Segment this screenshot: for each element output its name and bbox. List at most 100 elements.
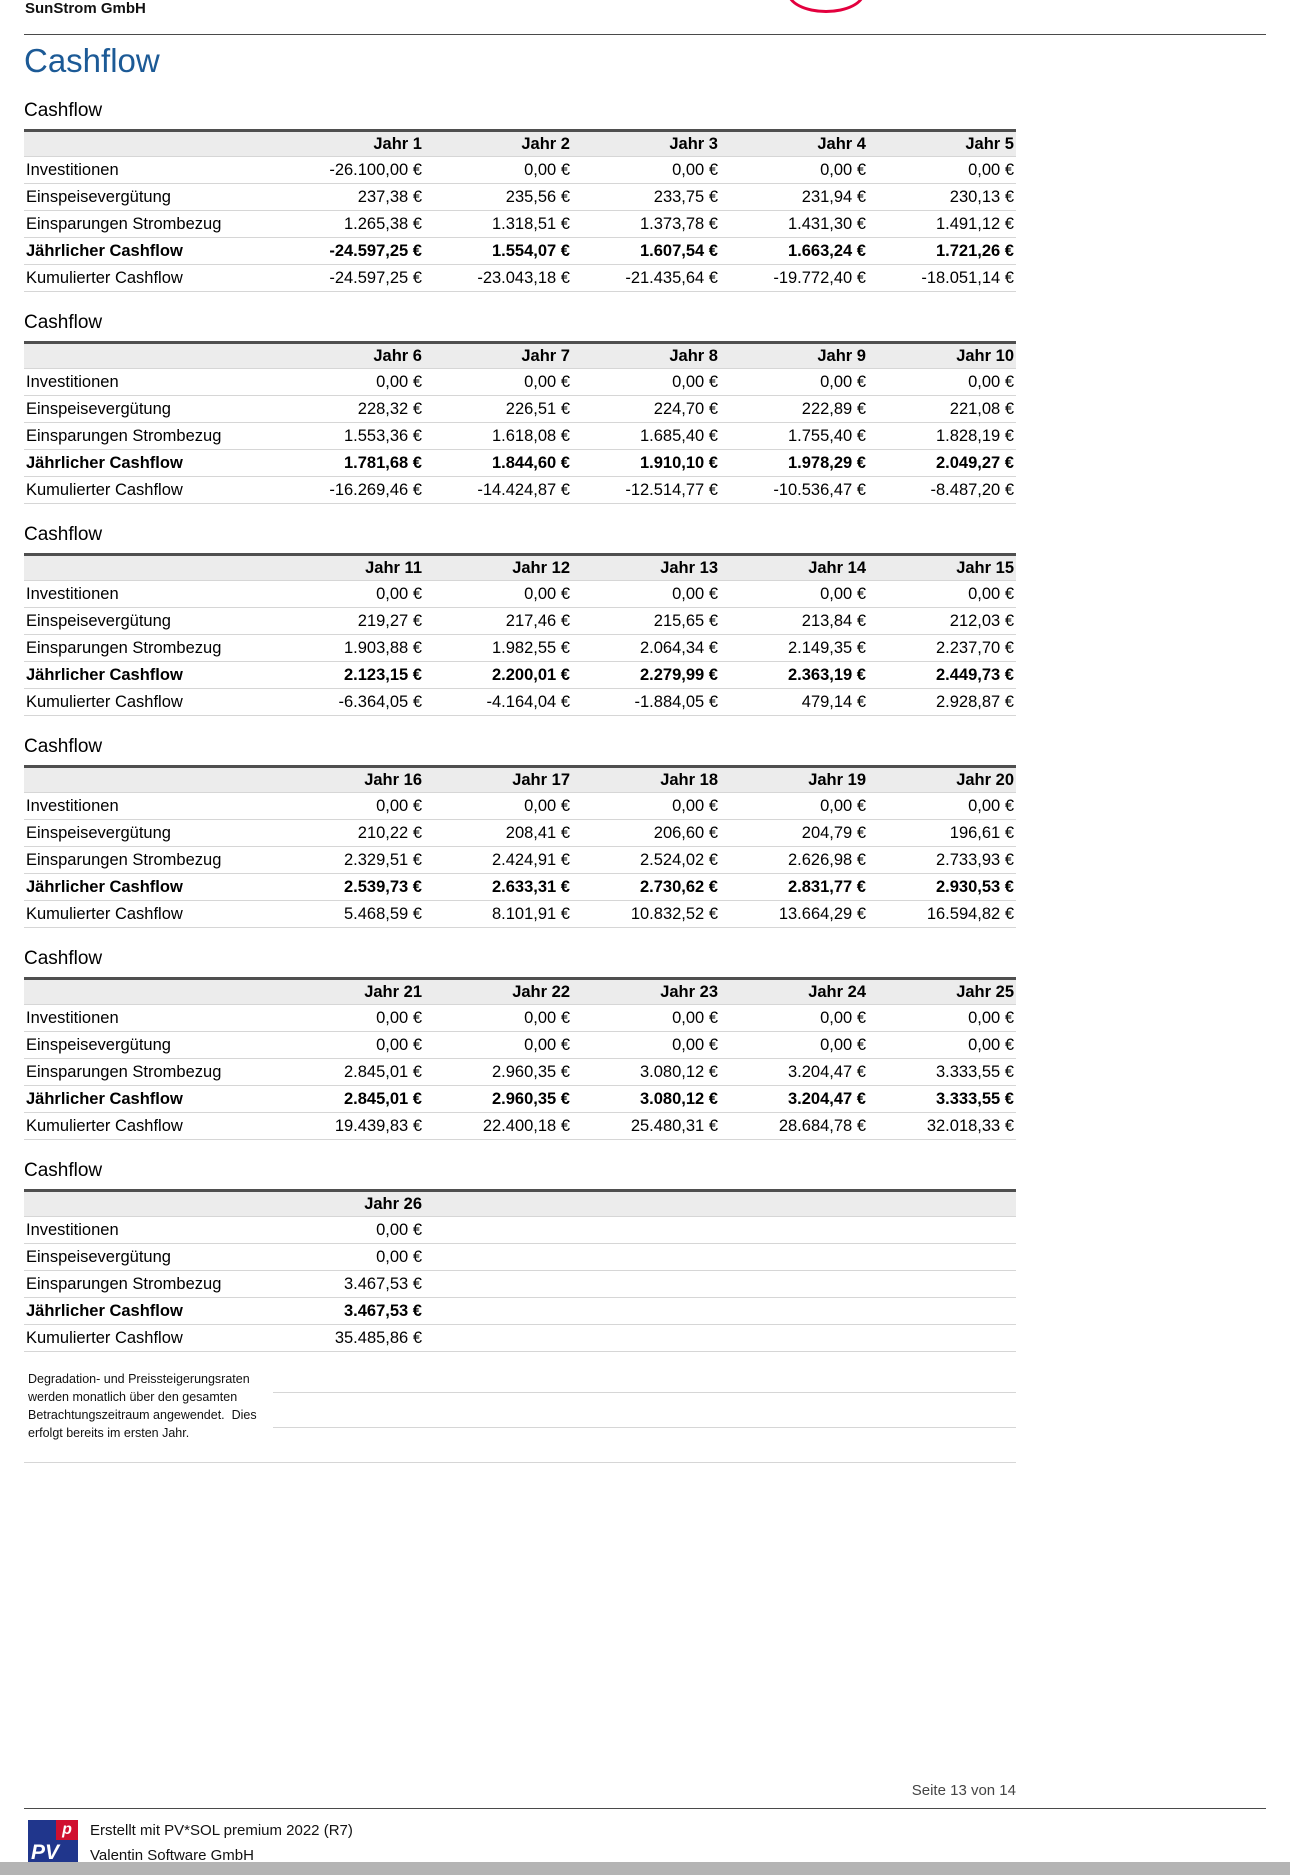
cell-value: 3.333,55 € — [868, 1058, 1016, 1086]
cell-value: -24.597,25 € — [276, 237, 424, 265]
column-header: Jahr 9 — [720, 341, 868, 369]
row-label: Kumulierter Cashflow — [24, 476, 276, 504]
cell-value: 2.149,35 € — [720, 634, 868, 662]
cell-value: 1.663,24 € — [720, 237, 868, 265]
cell-value: 5.468,59 € — [276, 900, 424, 928]
cell-value: 0,00 € — [720, 1004, 868, 1032]
cell-value: 19.439,83 € — [276, 1112, 424, 1140]
table-row: Kumulierter Cashflow 19.439,83 €22.400,18… — [24, 1112, 1016, 1140]
cell-value — [720, 1270, 868, 1298]
tables-container: Cashflow Jahr 1 Jahr 2 Jahr 3 Jahr 4 Jahr 5 In… — [24, 100, 1016, 1490]
cell-value: 215,65 € — [572, 607, 720, 635]
pvsol-logo-icon: p PV — [28, 1820, 78, 1866]
cell-value: 1.910,10 € — [572, 449, 720, 477]
cell-value: 230,13 € — [868, 183, 1016, 211]
cashflow-table: Jahr 6 Jahr 7 Jahr 8 Jahr 9 Jahr 10 Investiti… — [24, 341, 1016, 504]
row-label: Einsparungen Strombezug — [24, 422, 276, 450]
cell-value — [868, 1216, 1016, 1244]
cell-value: 2.237,70 € — [868, 634, 1016, 662]
cell-value: 1.618,08 € — [424, 422, 572, 450]
footer-divider — [24, 1808, 1266, 1809]
cell-value: 0,00 € — [424, 580, 572, 608]
cell-value: 1.755,40 € — [720, 422, 868, 450]
cell-value: 228,32 € — [276, 395, 424, 423]
table-row: Investitionen 0,00 €0,00 €0,00 €0,00 €0,0… — [24, 368, 1016, 396]
row-label: Kumulierter Cashflow — [24, 900, 276, 928]
cell-value: 2.049,27 € — [868, 449, 1016, 477]
cell-value: 0,00 € — [720, 792, 868, 820]
cell-value: -14.424,87 € — [424, 476, 572, 504]
cell-value: 0,00 € — [572, 792, 720, 820]
cell-value: 2.960,35 € — [424, 1085, 572, 1113]
column-header: Jahr 22 — [424, 977, 572, 1005]
cashflow-section: Cashflow Jahr 11 Jahr 12 Jahr 13 Jahr 14 Jahr… — [24, 524, 1016, 716]
cell-value: 0,00 € — [276, 1243, 424, 1271]
cell-value: 1.721,26 € — [868, 237, 1016, 265]
cell-value: 2.633,31 € — [424, 873, 572, 901]
cell-value — [572, 1324, 720, 1352]
cell-value: -16.269,46 € — [276, 476, 424, 504]
cell-value: 1.318,51 € — [424, 210, 572, 238]
footnote-hairline — [24, 1427, 1016, 1428]
cell-value: 8.101,91 € — [424, 900, 572, 928]
footnote-line: erfolgt bereits im ersten Jahr. — [28, 1426, 190, 1440]
cell-value: 0,00 € — [424, 1004, 572, 1032]
cell-value — [572, 1297, 720, 1325]
table-row: Kumulierter Cashflow 5.468,59 €8.101,91 €… — [24, 900, 1016, 928]
cell-value: 1.554,07 € — [424, 237, 572, 265]
row-label: Jährlicher Cashflow — [24, 873, 276, 901]
table-row: Jährlicher Cashflow 1.781,68 €1.844,60 €1… — [24, 449, 1016, 477]
cell-value — [720, 1297, 868, 1325]
cell-value: 235,56 € — [424, 183, 572, 211]
cell-value: -6.364,05 € — [276, 688, 424, 716]
vendor-label: Valentin Software GmbH — [90, 1847, 254, 1864]
column-header-empty — [24, 341, 276, 369]
cell-value: -23.043,18 € — [424, 264, 572, 292]
footer-text: Erstellt mit PV*SOL premium 2022 (R7) Va… — [90, 1818, 353, 1868]
cell-value: 2.123,15 € — [276, 661, 424, 689]
pvsol-logo-pv: PV — [31, 1841, 60, 1864]
page-number: Seite 13 von 14 — [911, 1782, 1016, 1799]
row-label: Kumulierter Cashflow — [24, 1112, 276, 1140]
cell-value: 3.080,12 € — [572, 1085, 720, 1113]
cell-value: 3.467,53 € — [276, 1270, 424, 1298]
cell-value: 2.730,62 € — [572, 873, 720, 901]
cell-value: 0,00 € — [424, 1031, 572, 1059]
cell-value: 0,00 € — [868, 156, 1016, 184]
page-edge — [0, 1862, 1290, 1875]
cell-value: 0,00 € — [720, 156, 868, 184]
cell-value: 0,00 € — [868, 368, 1016, 396]
column-header: Jahr 14 — [720, 553, 868, 581]
cell-value — [868, 1297, 1016, 1325]
cell-value: 0,00 € — [720, 1031, 868, 1059]
cell-value: 212,03 € — [868, 607, 1016, 635]
cashflow-section: Cashflow Jahr 16 Jahr 17 Jahr 18 Jahr 19 Jahr… — [24, 736, 1016, 928]
row-label: Einsparungen Strombezug — [24, 1058, 276, 1086]
cell-value: 479,14 € — [720, 688, 868, 716]
column-header: Jahr 20 — [868, 765, 1016, 793]
cell-value: 25.480,31 € — [572, 1112, 720, 1140]
cell-value: 237,38 € — [276, 183, 424, 211]
table-row: Jährlicher Cashflow 3.467,53 € — [24, 1297, 1016, 1325]
row-label: Investitionen — [24, 1004, 276, 1032]
table-row: Jährlicher Cashflow -24.597,25 €1.554,07 … — [24, 237, 1016, 265]
cell-value: 1.491,12 € — [868, 210, 1016, 238]
cell-value: 2.928,87 € — [868, 688, 1016, 716]
cell-value: 1.903,88 € — [276, 634, 424, 662]
column-header: Jahr 7 — [424, 341, 572, 369]
row-label: Investitionen — [24, 156, 276, 184]
column-header: Jahr 25 — [868, 977, 1016, 1005]
footnote-hairline — [24, 1462, 1016, 1463]
cell-value: 0,00 € — [276, 1004, 424, 1032]
cell-value — [424, 1243, 572, 1271]
column-header: Jahr 11 — [276, 553, 424, 581]
cell-value: 13.664,29 € — [720, 900, 868, 928]
cell-value: -10.536,47 € — [720, 476, 868, 504]
column-header: Jahr 1 — [276, 129, 424, 157]
cell-value: 0,00 € — [868, 580, 1016, 608]
cell-value: 0,00 € — [572, 1004, 720, 1032]
column-header: Jahr 19 — [720, 765, 868, 793]
footnote: Degradation- und Preissteigerungsraten we… — [24, 1370, 1016, 1490]
cell-value: 2.831,77 € — [720, 873, 868, 901]
